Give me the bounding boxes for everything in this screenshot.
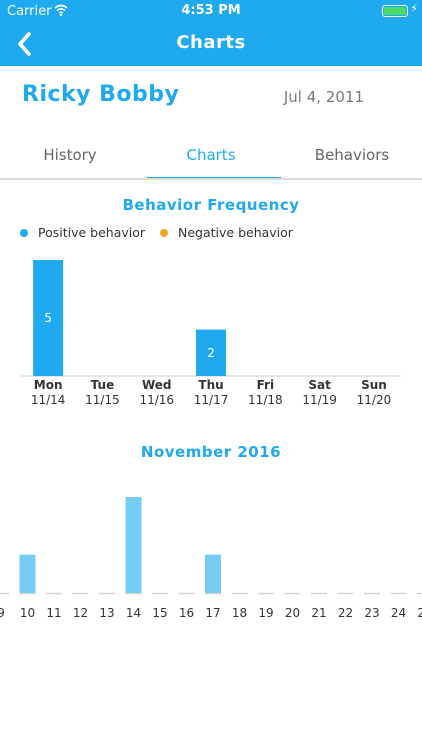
weekly-tick-day: Mon xyxy=(34,378,63,392)
weekly-bar-value: 5 xyxy=(44,311,52,325)
weekly-tick-date: 11/20 xyxy=(357,393,392,407)
monthly-bar-day-14 xyxy=(125,497,142,593)
student-name: Ricky Bobby xyxy=(22,82,180,107)
monthly-tick-label: 22 xyxy=(338,606,353,620)
monthly-tick-label: 19 xyxy=(258,606,273,620)
monthly-tick-label: 17 xyxy=(205,606,220,620)
weekly-tick-day: Sun xyxy=(361,378,387,392)
weekly-tick-day: Wed xyxy=(142,378,172,392)
positive-dot-icon xyxy=(20,228,28,237)
chevron-left-icon[interactable] xyxy=(14,31,36,57)
weekly-tick-date: 11/19 xyxy=(302,393,337,407)
weekly-tick-day: Fri xyxy=(257,378,274,392)
weekly-bar-chart: 5Mon11/14Tue11/15Wed11/162Thu11/17Fri11/… xyxy=(21,260,401,407)
monthly-tick-label: 11 xyxy=(46,606,61,620)
monthly-bar-chart: 9 10 11 12 13 14 15 16 17 18 19 20 21 22 23 24 25 xyxy=(0,497,422,620)
legend-label-positive: Positive behavior xyxy=(38,225,146,240)
monthly-tick-label: 20 xyxy=(285,606,300,620)
status-bar: Carrier 4:53 PM ⚡ xyxy=(0,0,422,22)
charging-icon: ⚡ xyxy=(410,2,418,15)
weekly-bar-mon xyxy=(33,260,64,376)
weekly-tick-day: Sat xyxy=(308,378,331,392)
weekly-tick-date: 11/16 xyxy=(139,393,174,407)
page-title: Charts xyxy=(176,32,246,53)
tab-history[interactable]: History xyxy=(43,146,97,164)
wifi-icon xyxy=(54,4,68,17)
tab-bar: History Charts Behaviors xyxy=(0,134,422,180)
monthly-tick-label: 12 xyxy=(73,606,88,620)
monthly-tick-label: 14 xyxy=(126,606,141,620)
weekly-tick-date: 11/18 xyxy=(248,393,283,407)
nav-bar: Carrier 4:53 PM ⚡ Charts xyxy=(0,0,422,66)
carrier-label: Carrier xyxy=(7,4,52,19)
negative-dot-icon xyxy=(160,228,168,237)
tab-divider xyxy=(0,178,422,180)
weekly-chart-title: Behavior Frequency xyxy=(122,196,300,214)
battery-icon xyxy=(382,5,408,17)
weekly-tick-date: 11/15 xyxy=(85,393,120,407)
tab-charts[interactable]: Charts xyxy=(141,134,281,180)
monthly-tick-label: 24 xyxy=(391,606,406,620)
monthly-tick-label: 25 xyxy=(417,606,422,620)
weekly-tick-day: Thu xyxy=(198,378,223,392)
legend-item-positive: Positive behavior xyxy=(20,225,145,240)
monthly-tick-label: 13 xyxy=(99,606,114,620)
weekly-tick-date: 11/17 xyxy=(194,393,229,407)
monthly-bar-day-10 xyxy=(19,554,36,593)
monthly-tick-label: 18 xyxy=(232,606,247,620)
monthly-tick-label: 15 xyxy=(152,606,167,620)
weekly-bar-value: 2 xyxy=(207,346,215,360)
monthly-bar-day-17 xyxy=(205,554,221,593)
monthly-tick-label: 16 xyxy=(179,606,194,620)
legend-label-negative: Negative behavior xyxy=(178,225,293,240)
legend-item-negative: Negative behavior xyxy=(160,225,293,240)
weekly-bar-thu xyxy=(196,329,227,376)
monthly-chart-title: November 2016 xyxy=(140,443,282,461)
profile-date: Jul 4, 2011 xyxy=(283,88,364,106)
monthly-tick-label: 23 xyxy=(364,606,379,620)
status-time: 4:53 PM xyxy=(181,3,241,18)
monthly-tick-label: 9 xyxy=(0,606,5,620)
monthly-tick-label: 10 xyxy=(20,606,35,620)
weekly-tick-date: 11/14 xyxy=(31,393,66,407)
tab-behaviors[interactable]: Behaviors xyxy=(314,146,390,164)
monthly-tick-label: 21 xyxy=(311,606,326,620)
weekly-tick-day: Tue xyxy=(91,378,115,392)
